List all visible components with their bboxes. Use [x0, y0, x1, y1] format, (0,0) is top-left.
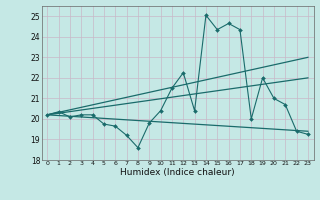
- X-axis label: Humidex (Indice chaleur): Humidex (Indice chaleur): [120, 168, 235, 177]
